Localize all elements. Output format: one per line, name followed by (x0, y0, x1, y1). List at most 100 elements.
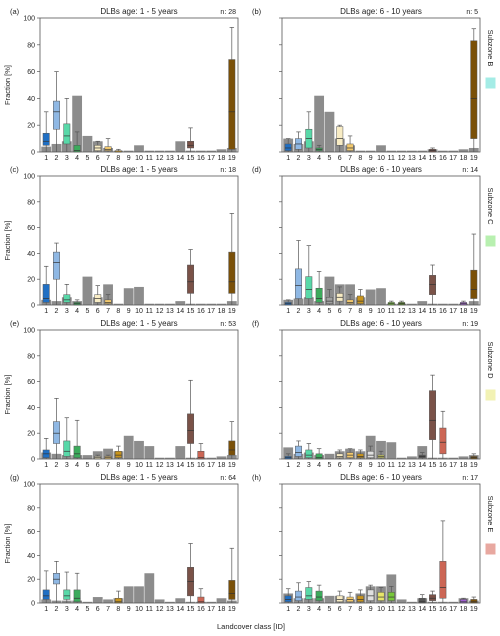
xtick-label: 12 (156, 155, 164, 162)
xtick-label: 13 (408, 462, 416, 469)
panel-title: DLBs age: 6 - 10 years (340, 473, 422, 482)
axes-frame (281, 17, 481, 153)
gray-bar (123, 435, 134, 459)
gray-bar (103, 448, 113, 459)
xtick-label: 5 (85, 308, 89, 315)
box (356, 453, 364, 458)
gray-bar (82, 135, 93, 152)
xtick-label: 19 (228, 308, 236, 315)
xtick-label: 16 (439, 606, 447, 613)
box (73, 589, 81, 603)
ytick-label: 20 (27, 123, 35, 130)
axes-frame (39, 329, 239, 460)
subzone-swatch (485, 77, 496, 89)
box (228, 580, 236, 600)
ytick-label: 100 (23, 16, 35, 23)
xtick-label: 16 (197, 308, 205, 315)
ylabel: Fraction [%] (3, 65, 12, 105)
gray-bar (216, 456, 227, 459)
gray-bar (134, 286, 144, 305)
xtick-label: 11 (146, 308, 153, 315)
axes-frame (281, 175, 481, 306)
xtick-label: 16 (197, 155, 205, 162)
box (295, 268, 302, 299)
xtick-label: 8 (358, 606, 362, 613)
subzone-label: Subzone E (486, 496, 495, 533)
sample-size: n: 28 (220, 9, 236, 16)
xtick-label: 10 (135, 462, 143, 469)
panel-letter: (g) (10, 473, 20, 482)
box (470, 599, 478, 604)
box (315, 287, 323, 303)
subzone-label: Subzone C (486, 187, 495, 225)
xtick-label: 13 (166, 155, 174, 162)
gray-bar (165, 457, 175, 459)
gray-bar (154, 457, 165, 459)
xtick-label: 3 (307, 155, 311, 162)
xtick-label: 14 (418, 155, 426, 162)
gray-bar (365, 150, 376, 152)
gray-bar (82, 276, 93, 305)
sample-size: n: 53 (220, 321, 236, 328)
gray-bar (396, 457, 407, 459)
box (63, 440, 71, 457)
box (315, 590, 323, 601)
xtick-label: 1 (286, 462, 290, 469)
xtick-label: 8 (358, 308, 362, 315)
sample-size: n: 5 (466, 9, 478, 16)
gray-bar (206, 601, 217, 603)
ytick-label: 40 (27, 96, 35, 103)
box (228, 440, 236, 456)
gray-bar (144, 303, 155, 305)
xtick-label: 15 (429, 308, 437, 315)
xtick-label: 14 (418, 308, 426, 315)
axes-frame (39, 483, 239, 604)
xtick-label: 12 (156, 462, 164, 469)
subzone-label: Subzone B (486, 30, 495, 67)
sample-size: n: 64 (220, 475, 236, 482)
gray-bar (154, 303, 165, 305)
ytick-label: 20 (27, 431, 35, 438)
box (187, 413, 195, 444)
panel-letter: (b) (252, 7, 262, 16)
xtick-label: 8 (358, 462, 362, 469)
xtick-label: 1 (286, 606, 290, 613)
xtick-label: 9 (369, 462, 373, 469)
gray-bar (134, 440, 144, 459)
gray-bar (216, 303, 227, 305)
box (284, 595, 292, 603)
gray-bar (175, 598, 186, 603)
gray-bar (134, 586, 144, 603)
xtick-label: 3 (307, 308, 311, 315)
xtick-label: 3 (307, 462, 311, 469)
xtick-label: 9 (369, 606, 373, 613)
subzone-label: Subzone D (486, 341, 495, 379)
box (336, 595, 344, 603)
box (356, 595, 364, 603)
gray-bar (376, 288, 386, 305)
xtick-label: 12 (398, 606, 406, 613)
panel-letter: (c) (10, 165, 19, 174)
gray-bar (324, 453, 335, 459)
box (295, 445, 302, 457)
box (42, 132, 50, 146)
panel-letter: (h) (252, 473, 262, 482)
xtick-label: 4 (75, 606, 79, 613)
box (295, 590, 302, 601)
xtick-label: 2 (297, 308, 301, 315)
xtick-label: 11 (388, 308, 395, 315)
xtick-label: 6 (96, 308, 100, 315)
xtick-label: 12 (156, 308, 164, 315)
gray-bar (165, 303, 175, 305)
xtick-label: 18 (460, 308, 468, 315)
gray-bar (448, 457, 459, 459)
xtick-label: 19 (470, 606, 478, 613)
xtick-label: 11 (388, 155, 395, 162)
xtick-label: 19 (228, 606, 236, 613)
gray-bar (448, 303, 459, 305)
ytick-label: 100 (23, 174, 35, 181)
xtick-label: 11 (146, 462, 153, 469)
